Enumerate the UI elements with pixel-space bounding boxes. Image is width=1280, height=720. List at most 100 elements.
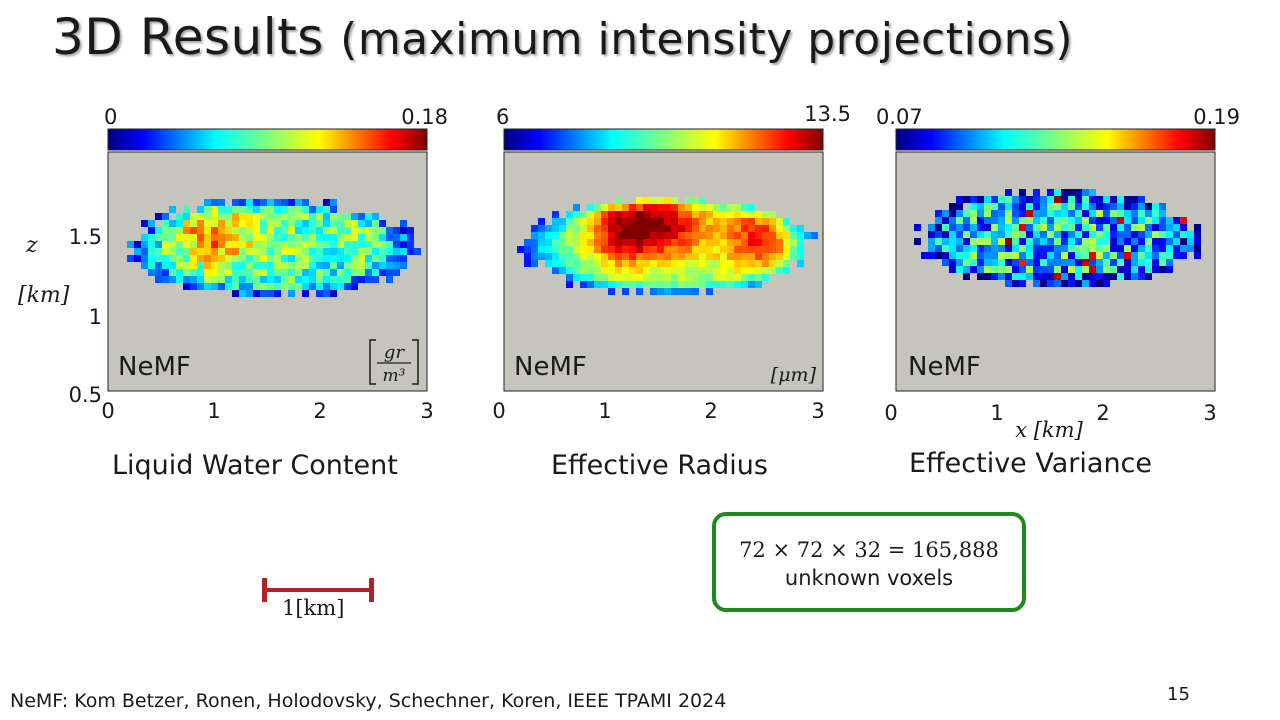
cloud-voxel (1054, 189, 1061, 196)
cloud-voxel (713, 232, 720, 239)
cloud-voxel (155, 248, 162, 255)
cloud-voxel (148, 227, 155, 234)
cloud-voxel (1173, 252, 1180, 259)
cloud-voxel (755, 239, 762, 246)
cloud-voxel (1124, 217, 1131, 224)
cloud-voxel (1166, 266, 1173, 273)
cloud-voxel (1082, 252, 1089, 259)
cloud-voxel (253, 255, 260, 262)
cloud-voxel (407, 234, 414, 241)
cloud-voxel (246, 262, 253, 269)
cloud-voxel (963, 231, 970, 238)
cloud-voxel (1166, 252, 1173, 259)
cloud-voxel (204, 199, 211, 206)
cloud-voxel (372, 234, 379, 241)
cloud-voxel (1152, 231, 1159, 238)
cloud-voxel (1152, 259, 1159, 266)
cloud-voxel (935, 231, 942, 238)
cloud-voxel (538, 232, 545, 239)
cloud-voxel (1068, 280, 1075, 287)
cloud-voxel (288, 206, 295, 213)
cloud-voxel (1138, 238, 1145, 245)
cloud-voxel (1040, 217, 1047, 224)
cloud-voxel (330, 262, 337, 269)
cloud-voxel (748, 204, 755, 211)
cloud-voxel (629, 232, 636, 239)
cloud-voxel (706, 218, 713, 225)
cloud-voxel (288, 255, 295, 262)
cloud-voxel (1012, 245, 1019, 252)
cloud-voxel (1075, 189, 1082, 196)
cloud-voxel (1159, 238, 1166, 245)
cloud-voxel (671, 274, 678, 281)
cloud-voxel (699, 225, 706, 232)
cloud-voxel (1075, 231, 1082, 238)
cloud-voxel (1096, 224, 1103, 231)
cloud-voxel (1005, 224, 1012, 231)
cloud-voxel (1103, 231, 1110, 238)
cloud-voxel (1124, 224, 1131, 231)
y-label-unit: [km] (18, 283, 70, 308)
cloud-voxel (1047, 189, 1054, 196)
cloud-voxel (344, 213, 351, 220)
cloud-voxel (580, 218, 587, 225)
cloud-voxel (211, 283, 218, 290)
cloud-voxel (650, 260, 657, 267)
cloud-voxel (253, 227, 260, 234)
cloud-voxel (379, 255, 386, 262)
cloud-voxel (734, 211, 741, 218)
cloud-voxel (281, 234, 288, 241)
cloud-voxel (956, 224, 963, 231)
cloud-voxel (692, 218, 699, 225)
cloud-voxel (288, 220, 295, 227)
cloud-voxel (358, 255, 365, 262)
cloud-voxel (295, 255, 302, 262)
cloud-voxel (1194, 238, 1201, 245)
cloud-voxel (720, 260, 727, 267)
cloud-voxel (1040, 196, 1047, 203)
cloud-voxel (1138, 266, 1145, 273)
cloud-voxel (176, 234, 183, 241)
cloud-voxel (1089, 245, 1096, 252)
cloud-voxel (386, 269, 393, 276)
cloud-voxel (699, 281, 706, 288)
cloud-voxel (692, 239, 699, 246)
cloud-voxel (358, 241, 365, 248)
cloud-voxel (162, 255, 169, 262)
cloud-voxel (1131, 224, 1138, 231)
cloud-voxel (232, 206, 239, 213)
cloud-voxel (636, 211, 643, 218)
cloud-voxel (748, 232, 755, 239)
cloud-voxel (1054, 266, 1061, 273)
cloud-voxel (991, 238, 998, 245)
cloud-voxel (991, 259, 998, 266)
cloud-voxel (755, 267, 762, 274)
cloud-voxel (949, 217, 956, 224)
cloud-voxel (741, 225, 748, 232)
cloud-voxel (176, 248, 183, 255)
cloud-voxel (1117, 217, 1124, 224)
cloud-voxel (323, 290, 330, 297)
cloud-voxel (566, 218, 573, 225)
cloud-voxel (636, 274, 643, 281)
caption-reff: Effective Radius (551, 450, 768, 481)
cloud-voxel (1061, 259, 1068, 266)
cloud-voxel (559, 246, 566, 253)
cloud-voxel (1054, 196, 1061, 203)
cloud-voxel (776, 232, 783, 239)
cloud-voxel (531, 260, 538, 267)
cloud-voxel (1173, 238, 1180, 245)
cloud-voxel (316, 234, 323, 241)
cloud-voxel (197, 248, 204, 255)
y-tick-1: 1 (89, 305, 102, 329)
cloud-lwc (127, 199, 421, 297)
cloud-voxel (1026, 245, 1033, 252)
cloud-voxel (713, 218, 720, 225)
cloud-voxel (762, 232, 769, 239)
cloud-voxel (260, 206, 267, 213)
cloud-voxel (309, 213, 316, 220)
cloud-voxel (566, 211, 573, 218)
cloud-voxel (706, 239, 713, 246)
cloud-voxel (274, 290, 281, 297)
cloud-voxel (1096, 245, 1103, 252)
